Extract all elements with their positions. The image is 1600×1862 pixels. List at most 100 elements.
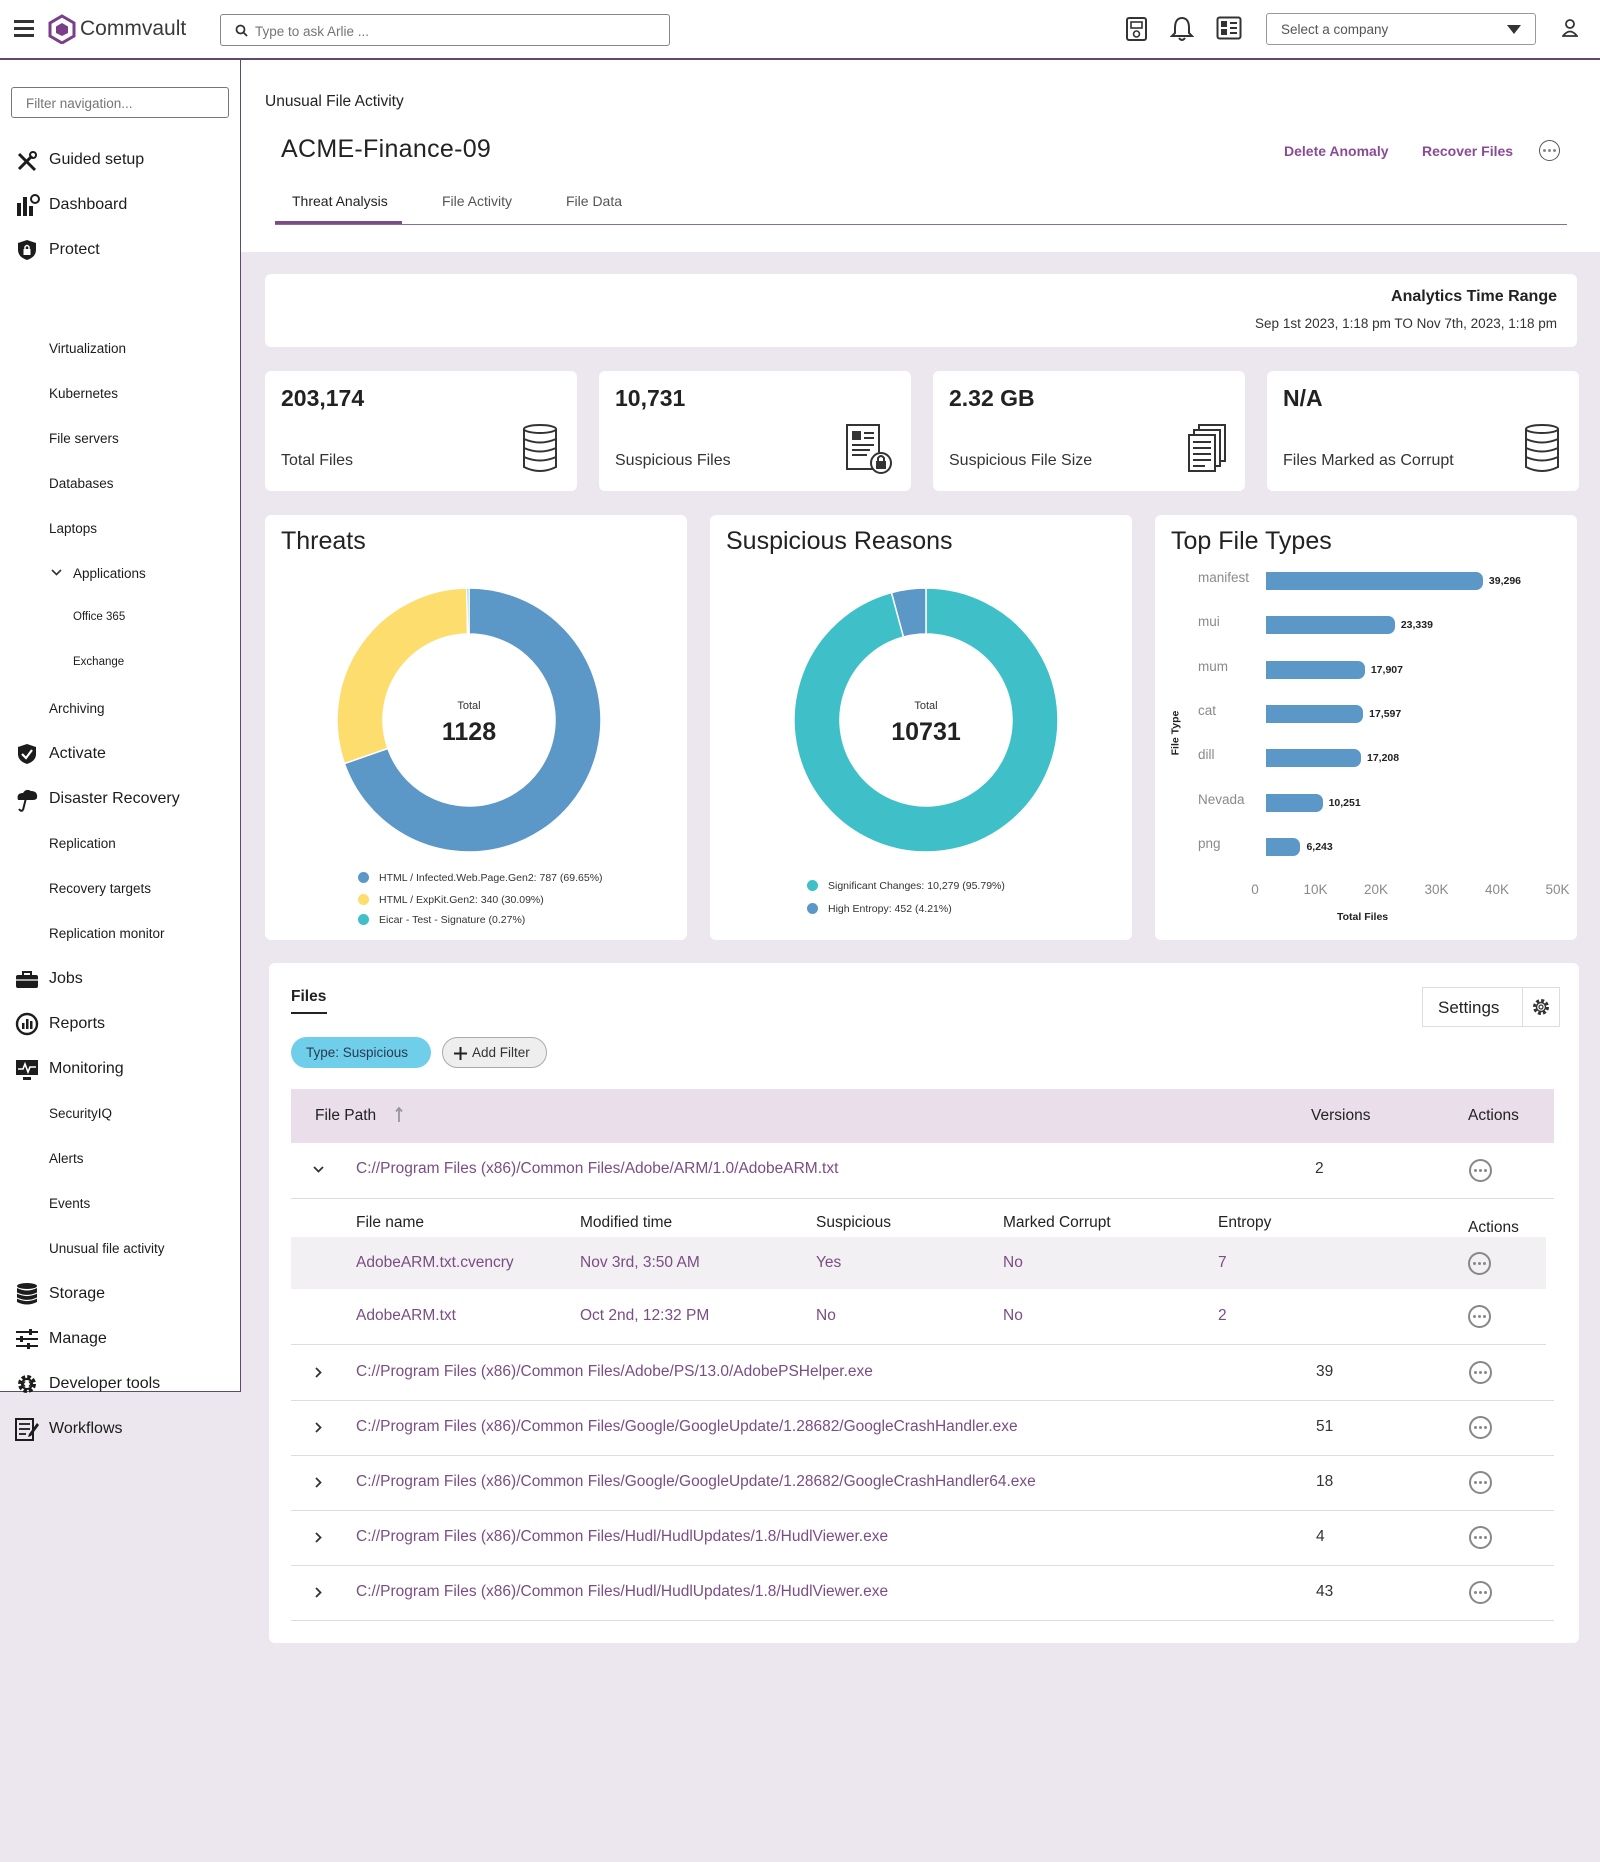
sub-table-row[interactable]: AdobeARM.txt Oct 2nd, 12:32 PM No No 2 xyxy=(291,1289,1546,1344)
nav-kubernetes[interactable]: Kubernetes xyxy=(49,386,119,401)
dashboard-widgets-icon[interactable] xyxy=(1216,16,1242,40)
donut-slice-0[interactable] xyxy=(793,587,1059,853)
nav-developer-tools[interactable]: Developer tools xyxy=(0,1366,240,1402)
bar-dill[interactable] xyxy=(1266,749,1361,768)
nav-archiving[interactable]: Archiving xyxy=(49,701,105,716)
tab-file-data[interactable]: File Data xyxy=(566,193,623,209)
brand-name[interactable]: Commvault xyxy=(80,17,187,40)
table-row[interactable]: C://Program Files (x86)/Common Files/Hud… xyxy=(291,1510,1554,1565)
table-row[interactable]: C://Program Files (x86)/Common Files/Goo… xyxy=(291,1400,1554,1455)
file-path-link[interactable]: C://Program Files (x86)/Common Files/Goo… xyxy=(356,1418,1018,1435)
chevron-down-icon[interactable] xyxy=(313,1166,324,1173)
row-actions-icon[interactable] xyxy=(1469,1159,1492,1182)
user-profile-icon[interactable] xyxy=(1562,18,1578,38)
nav-monitoring[interactable]: Monitoring xyxy=(0,1051,240,1087)
recover-files-button[interactable]: Recover Files xyxy=(1422,143,1514,159)
bar-mui[interactable] xyxy=(1266,616,1395,635)
nav-disaster-recovery[interactable]: Disaster Recovery xyxy=(0,781,240,817)
nav-office-365[interactable]: Office 365 xyxy=(73,611,126,623)
nav-laptops[interactable]: Laptops xyxy=(49,521,98,536)
legend-item[interactable]: Significant Changes: 10,279 (95.79%) xyxy=(807,880,1005,892)
nav-alerts[interactable]: Alerts xyxy=(49,1151,84,1166)
top-file-types-bar-chart[interactable]: manifest 39,296 mui 23,339 mum 17,907 cat 17,59… xyxy=(1155,515,1577,940)
column-versions[interactable]: Versions xyxy=(1311,1107,1371,1124)
tab-threat-analysis[interactable]: Threat Analysis xyxy=(292,193,388,209)
file-name-link[interactable]: AdobeARM.txt.cvencry xyxy=(356,1254,514,1271)
bell-icon[interactable] xyxy=(1170,15,1194,42)
file-name-link[interactable]: AdobeARM.txt xyxy=(356,1307,456,1324)
file-path-link[interactable]: C://Program Files (x86)/Common Files/Goo… xyxy=(356,1473,1036,1490)
bar-Nevada[interactable] xyxy=(1266,793,1323,812)
search-input[interactable] xyxy=(255,21,655,41)
nav-applications[interactable]: Applications xyxy=(0,557,240,587)
nav-unusual-file-activity[interactable]: Unusual file activity xyxy=(49,1241,165,1256)
nav-manage[interactable]: Manage xyxy=(0,1321,240,1357)
donut-slice-0[interactable] xyxy=(343,587,602,853)
file-path-link[interactable]: C://Program Files (x86)/Common Files/Hud… xyxy=(356,1583,889,1600)
nav-databases[interactable]: Databases xyxy=(49,476,114,491)
chevron-right-icon[interactable] xyxy=(315,1477,322,1488)
nav-file-servers[interactable]: File servers xyxy=(49,431,119,446)
chevron-right-icon[interactable] xyxy=(315,1422,322,1433)
bar-cat[interactable] xyxy=(1266,704,1364,723)
donut-slice-2[interactable] xyxy=(466,587,470,635)
file-path-link[interactable]: C://Program Files (x86)/Common Files/Ado… xyxy=(356,1363,873,1380)
nav-securityiq[interactable]: SecurityIQ xyxy=(49,1106,113,1121)
nav-dashboard[interactable]: Dashboard xyxy=(0,187,240,223)
donut-slice-1[interactable] xyxy=(336,587,469,765)
bar-png[interactable] xyxy=(1266,837,1301,856)
bar-mum[interactable] xyxy=(1266,660,1365,679)
table-row[interactable]: C://Program Files (x86)/Common Files/Hud… xyxy=(291,1565,1554,1620)
nav-reports[interactable]: Reports xyxy=(0,1006,240,1042)
add-filter-button[interactable]: Add Filter xyxy=(442,1037,547,1068)
table-row[interactable]: C://Program Files (x86)/Common Files/Goo… xyxy=(291,1455,1554,1510)
table-row-expanded[interactable]: C://Program Files (x86)/Common Files/Ado… xyxy=(291,1143,1554,1198)
breadcrumb[interactable]: Unusual File Activity xyxy=(265,93,404,110)
filter-navigation-input[interactable] xyxy=(26,94,216,112)
filter-navigation-box[interactable] xyxy=(11,87,229,118)
filter-chip-type-suspicious[interactable]: Type: Suspicious xyxy=(291,1037,431,1068)
nav-storage[interactable]: Storage xyxy=(0,1276,240,1312)
sort-ascending-icon[interactable] xyxy=(395,1107,403,1123)
files-tab[interactable]: Files xyxy=(291,988,327,1005)
chevron-right-icon[interactable] xyxy=(315,1367,322,1378)
nav-virtualization[interactable]: Virtualization xyxy=(49,341,127,356)
row-actions-icon[interactable] xyxy=(1469,1581,1492,1604)
nav-activate[interactable]: Activate xyxy=(0,736,240,772)
nav-recovery-targets[interactable]: Recovery targets xyxy=(49,881,152,896)
column-file-path[interactable]: File Path xyxy=(315,1107,377,1124)
ask-arlie-search[interactable] xyxy=(220,14,670,46)
reports-device-icon[interactable] xyxy=(1125,16,1149,42)
row-actions-icon[interactable] xyxy=(1469,1416,1492,1439)
file-path-link[interactable]: C://Program Files (x86)/Common Files/Hud… xyxy=(356,1528,889,1545)
sub-table-row[interactable]: AdobeARM.txt.cvencry Nov 3rd, 3:50 AM Ye… xyxy=(291,1237,1546,1289)
company-select[interactable]: Select a company xyxy=(1266,13,1536,45)
chevron-right-icon[interactable] xyxy=(315,1532,322,1543)
threats-donut-chart[interactable]: Total 1128 xyxy=(334,585,604,855)
legend-item[interactable]: High Entropy: 452 (4.21%) xyxy=(807,903,952,915)
legend-item[interactable]: HTML / ExpKit.Gen2: 340 (30.09%) xyxy=(358,894,544,906)
time-range-value[interactable]: Sep 1st 2023, 1:18 pm TO Nov 7th, 2023, … xyxy=(1255,316,1557,331)
row-actions-icon[interactable] xyxy=(1469,1361,1492,1384)
nav-replication-monitor[interactable]: Replication monitor xyxy=(49,926,165,941)
nav-replication[interactable]: Replication xyxy=(49,836,116,851)
table-row[interactable]: C://Program Files (x86)/Common Files/Ado… xyxy=(291,1345,1554,1400)
donut-slice-1[interactable] xyxy=(890,587,927,638)
row-actions-icon[interactable] xyxy=(1469,1471,1492,1494)
chevron-right-icon[interactable] xyxy=(315,1587,322,1598)
row-actions-icon[interactable] xyxy=(1468,1252,1491,1275)
delete-anomaly-button[interactable]: Delete Anomaly xyxy=(1284,143,1389,159)
nav-workflows[interactable]: Workflows xyxy=(0,1411,240,1447)
nav-exchange[interactable]: Exchange xyxy=(73,656,125,668)
suspicious-reasons-donut-chart[interactable]: Total 10731 xyxy=(791,585,1061,855)
hamburger-menu-icon[interactable] xyxy=(14,20,34,37)
legend-item[interactable]: Eicar - Test - Signature (0.27%) xyxy=(358,914,525,926)
nav-protect[interactable]: Protect xyxy=(0,232,240,268)
bar-manifest[interactable] xyxy=(1266,572,1483,590)
brand-logo-icon[interactable] xyxy=(48,14,76,44)
more-options-icon[interactable] xyxy=(1539,140,1560,161)
file-path-link[interactable]: C://Program Files (x86)/Common Files/Ado… xyxy=(356,1160,839,1177)
row-actions-icon[interactable] xyxy=(1468,1305,1491,1328)
row-actions-icon[interactable] xyxy=(1469,1526,1492,1549)
nav-events[interactable]: Events xyxy=(49,1196,91,1211)
